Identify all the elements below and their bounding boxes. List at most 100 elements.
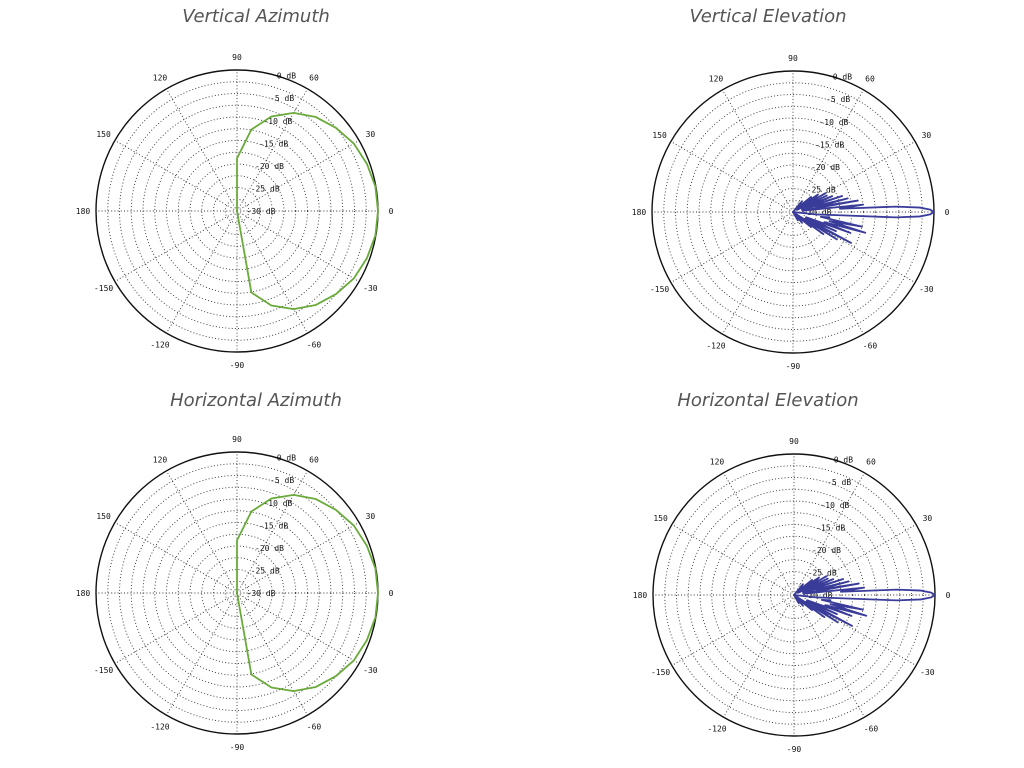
grid-ring [733, 152, 853, 272]
grid-ring [154, 128, 320, 294]
radial-tick-label: 0 dB [277, 454, 296, 463]
grid-ring [107, 463, 367, 723]
radial-tick-label: -10 dB [820, 501, 849, 510]
chart-title: Horizontal Azimuth [170, 390, 342, 411]
angle-tick-label: -90 [787, 745, 802, 754]
grid-spoke [236, 88, 308, 212]
grid-spoke [166, 210, 238, 334]
grid-ring [663, 82, 923, 342]
angle-tick-label: 120 [709, 75, 724, 84]
radial-tick-label: -15 dB [259, 139, 288, 148]
chart-title: Horizontal Elevation [677, 390, 859, 411]
chart-panel-vertical-elevation: Vertical Elevation 0 30 60 90 120 150 180 -150 -… [512, 0, 1024, 384]
grid-spoke [722, 211, 794, 335]
angle-tick-label: 180 [632, 208, 647, 217]
grid-spoke [236, 140, 360, 212]
grid-ring [698, 117, 888, 307]
grid-spoke [723, 594, 795, 718]
chart-panel-vertical-azimuth: Vertical Azimuth 0 30 60 90 120 150 180 -150 -12… [0, 0, 512, 384]
angle-tick-label: 60 [866, 458, 876, 467]
angle-tick-label: -150 [94, 666, 113, 675]
angle-tick-label: 30 [366, 512, 376, 521]
grid-spoke [793, 594, 917, 666]
grid-spoke [114, 210, 238, 282]
angle-tick-label: 0 [946, 591, 951, 600]
grid-spoke [236, 522, 360, 594]
radial-tick-label: -20 dB [255, 544, 284, 553]
polar-chart-vertical-elevation: 0 30 60 90 120 150 180 -150 -120 -90 -60 -30 0 dB -5 … [632, 54, 950, 371]
radial-tick-label: -30 dB [247, 207, 276, 216]
polar-chart-horizontal-azimuth: 0 30 60 90 120 150 180 -150 -120 -90 -60 -30 0 dB -5 … [76, 435, 394, 752]
radial-tick-label: -20 dB [255, 162, 284, 171]
angle-tick-label: -60 [864, 724, 879, 733]
angle-tick-label: -60 [307, 340, 322, 349]
grid-spoke [793, 524, 917, 596]
angle-tick-label: -90 [786, 362, 801, 371]
radial-tick-label: -30 dB [803, 208, 832, 217]
grid-spoke [670, 141, 794, 213]
grid-ring [781, 582, 807, 608]
angle-tick-label: 120 [153, 456, 168, 465]
series-trace [236, 494, 379, 692]
angle-tick-label: 150 [652, 131, 667, 140]
angle-tick-label: -120 [707, 724, 726, 733]
grid-spoke [671, 594, 795, 666]
grid-spoke [236, 210, 308, 334]
grid-spoke [114, 522, 238, 594]
angle-tick-label: -120 [150, 722, 169, 731]
radial-tick-label: -10 dB [819, 118, 848, 127]
grid-ring [710, 129, 876, 295]
radial-tick-label: -30 dB [247, 589, 276, 598]
grid-ring [699, 500, 889, 690]
chart-panel-horizontal-elevation: Horizontal Elevation 0 30 60 90 120 150 180 -15… [512, 384, 1024, 768]
grid-spoke [671, 524, 795, 596]
angle-tick-label: 60 [865, 75, 875, 84]
grid-ring [177, 151, 297, 271]
grid-ring [770, 571, 818, 619]
radial-tick-label: -25 dB [251, 566, 280, 575]
grid-spoke [166, 88, 238, 212]
grid-ring [142, 116, 332, 306]
grid-ring [676, 477, 912, 713]
angle-tick-label: 120 [710, 458, 725, 467]
grid-spoke [114, 592, 238, 664]
radial-tick-label: -5 dB [270, 94, 294, 103]
angle-tick-label: 90 [788, 54, 798, 63]
grid-ring [780, 199, 806, 225]
angle-tick-label: -90 [230, 361, 245, 370]
radial-tick-label: 0 dB [277, 72, 296, 81]
angle-tick-label: -120 [150, 340, 169, 349]
grid-spoke [236, 592, 308, 716]
grid-spoke [723, 472, 795, 596]
grid-ring [119, 475, 355, 711]
angle-tick-label: 0 [389, 589, 394, 598]
grid-spoke [793, 594, 865, 718]
angle-tick-label: 30 [366, 130, 376, 139]
grid-spoke [236, 210, 360, 282]
chart-title: Vertical Elevation [689, 6, 847, 27]
polar-chart-horizontal-elevation: 0 30 60 90 120 150 180 -150 -120 -90 -60 -30 0 dB -5 … [633, 437, 951, 754]
radial-tick-label: -25 dB [808, 568, 837, 577]
angle-tick-label: 150 [96, 130, 111, 139]
grid-spoke [236, 470, 308, 594]
grid-spoke [166, 470, 238, 594]
angle-tick-label: -150 [651, 668, 670, 677]
radial-tick-label: -25 dB [807, 185, 836, 194]
radial-tick-label: -5 dB [827, 478, 851, 487]
angle-tick-label: -90 [230, 743, 245, 752]
grid-spoke [792, 141, 916, 213]
angle-tick-label: 150 [653, 514, 668, 523]
grid-ring [119, 93, 355, 329]
angle-tick-label: 180 [76, 207, 91, 216]
radial-tick-label: -20 dB [811, 163, 840, 172]
angle-tick-label: -120 [706, 341, 725, 350]
chart-title: Vertical Azimuth [182, 6, 330, 27]
grid-spoke [792, 211, 916, 283]
grid-spoke [792, 89, 864, 213]
angle-tick-label: 90 [789, 437, 799, 446]
angle-tick-label: -30 [363, 666, 378, 675]
angle-tick-label: 60 [309, 456, 319, 465]
grid-spoke [166, 592, 238, 716]
grid-spoke [670, 211, 794, 283]
radial-tick-label: -10 dB [263, 499, 292, 508]
